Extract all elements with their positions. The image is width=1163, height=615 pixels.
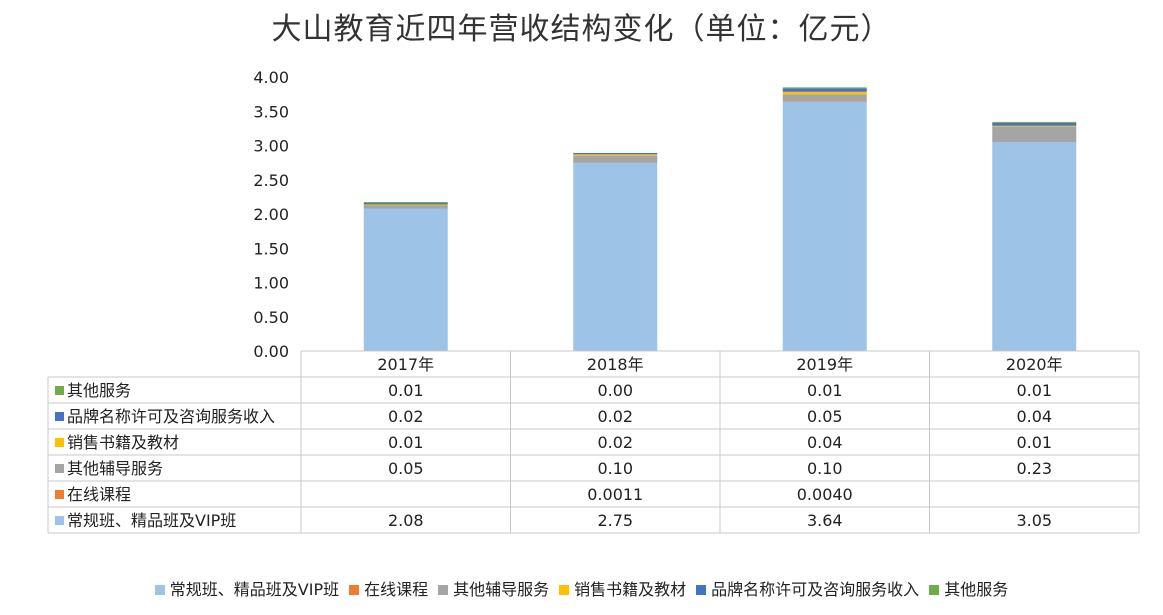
y-tick-label: 2.50 — [253, 171, 289, 190]
row-legend-key — [55, 516, 64, 525]
bar-segment — [573, 152, 658, 155]
bar-segment — [363, 202, 448, 204]
bar-segment — [992, 122, 1077, 126]
legend-swatch — [929, 585, 940, 595]
bar-segment — [992, 121, 1077, 123]
legend-item: 其他辅导服务 — [438, 576, 549, 600]
y-axis: 0.00 0.50 1.00 1.50 2.00 2.50 3.00 3.50 4.00 — [253, 68, 289, 361]
data-label: 0.02 — [597, 407, 633, 426]
bar-segment — [782, 91, 867, 95]
bar-segment — [782, 88, 867, 92]
bar-segment — [782, 94, 867, 102]
legend-swatch — [438, 585, 449, 595]
y-tick-label: 3.00 — [253, 137, 289, 156]
legend-item: 品牌名称许可及咨询服务收入 — [696, 576, 919, 600]
series-row-label: 其他辅导服务 — [67, 459, 163, 478]
y-tick-label: 2.00 — [253, 205, 289, 224]
data-label: 0.02 — [597, 433, 633, 452]
series-row-label: 销售书籍及教材 — [67, 433, 179, 452]
data-label: 0.01 — [388, 381, 424, 400]
data-label: 0.10 — [807, 459, 843, 478]
data-label: 0.01 — [1016, 433, 1052, 452]
data-label: 0.05 — [807, 407, 843, 426]
bar-segment — [992, 142, 1077, 351]
row-legend-key — [55, 412, 64, 421]
data-label: 3.05 — [1016, 511, 1052, 530]
y-tick-label: 1.00 — [253, 274, 289, 293]
row-legend-key — [55, 386, 64, 395]
data-label: 0.0040 — [797, 485, 853, 504]
legend-label: 品牌名称许可及咨询服务收入 — [711, 580, 920, 599]
legend-item: 在线课程 — [349, 576, 428, 600]
data-label: 0.05 — [388, 459, 424, 478]
bar-segment — [992, 126, 1077, 143]
legend-swatch — [696, 585, 707, 595]
bar-segment — [363, 205, 448, 209]
legend-label: 其他服务 — [944, 580, 1009, 599]
legend-swatch — [559, 585, 570, 595]
data-label: 0.00 — [597, 381, 633, 400]
category-label: 2020年 — [1006, 355, 1063, 374]
y-tick-label: 1.50 — [253, 239, 289, 258]
data-label: 0.10 — [597, 459, 633, 478]
chart-title: 大山教育近四年营收结构变化（单位：亿元） — [271, 12, 892, 47]
bar-segment — [363, 203, 448, 205]
series-row-label: 品牌名称许可及咨询服务收入 — [67, 407, 275, 426]
legend-label: 销售书籍及教材 — [574, 580, 687, 599]
bar-segment — [782, 87, 867, 89]
row-legend-key — [55, 464, 64, 473]
data-label: 0.04 — [1016, 407, 1052, 426]
row-legend-key — [55, 438, 64, 447]
bars — [363, 87, 1077, 351]
series-row-label: 其他服务 — [67, 381, 131, 400]
bar-segment — [363, 204, 448, 206]
bar-segment — [992, 125, 1077, 127]
data-label: 3.64 — [807, 511, 843, 530]
category-label: 2017年 — [377, 355, 434, 374]
legend-swatch — [349, 585, 360, 595]
bar-segment — [573, 162, 658, 351]
legend-item: 销售书籍及教材 — [559, 576, 686, 600]
legend: 常规班、精品班及VIP班 在线课程 其他辅导服务 销售书籍及教材 品牌名称许可及咨询服务… — [0, 576, 1163, 600]
bar-segment — [782, 101, 867, 351]
y-tick-label: 4.00 — [253, 68, 289, 87]
row-legend-key — [55, 490, 64, 499]
data-label: 2.08 — [388, 511, 424, 530]
bar-segment — [573, 155, 658, 163]
data-label: 0.01 — [807, 381, 843, 400]
data-label: 0.23 — [1016, 459, 1052, 478]
legend-item: 其他服务 — [929, 576, 1008, 600]
category-label: 2018年 — [587, 355, 644, 374]
legend-swatch — [154, 585, 165, 595]
data-label: 0.01 — [388, 433, 424, 452]
series-row-label: 常规班、精品班及VIP班 — [67, 511, 236, 530]
legend-item: 常规班、精品班及VIP班 — [154, 576, 340, 600]
data-label: 0.0011 — [587, 485, 643, 504]
legend-label: 其他辅导服务 — [453, 580, 550, 599]
series-row-label: 在线课程 — [67, 485, 131, 504]
data-label: 2.75 — [597, 511, 633, 530]
y-tick-label: 3.50 — [253, 102, 289, 121]
bar-segment — [573, 154, 658, 156]
y-tick-label: 0.00 — [253, 342, 289, 361]
legend-label: 常规班、精品班及VIP班 — [169, 580, 340, 599]
bar-segment — [363, 208, 448, 351]
data-label: 0.04 — [807, 433, 843, 452]
category-label: 2019年 — [796, 355, 853, 374]
data-label: 0.02 — [388, 407, 424, 426]
y-tick-label: 0.50 — [253, 308, 289, 327]
legend-label: 在线课程 — [364, 580, 429, 599]
data-label: 0.01 — [1016, 381, 1052, 400]
